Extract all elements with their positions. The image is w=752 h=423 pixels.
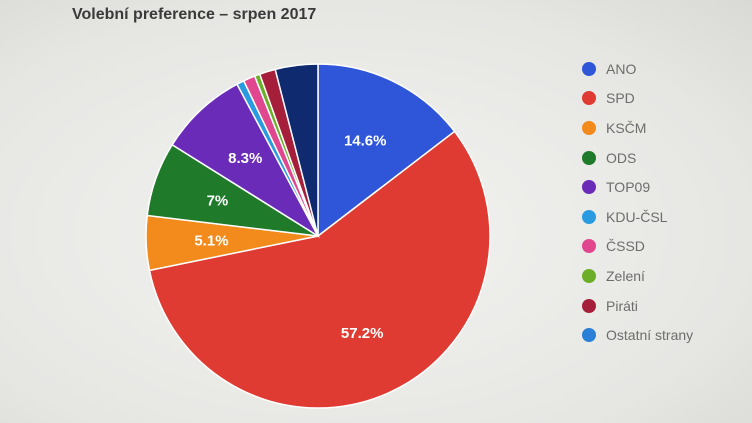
chart-title: Volební preference – srpen 2017 [72, 6, 317, 23]
slice-data-label: 8.3% [228, 150, 262, 167]
legend-marker-icon [582, 150, 596, 165]
legend-item-spd[interactable]: SPD [582, 84, 693, 114]
legend-label: SPD [606, 90, 635, 107]
legend-marker-icon [582, 328, 596, 343]
legend-marker-icon [582, 61, 596, 76]
legend-item-kscm[interactable]: KSČM [582, 113, 693, 143]
legend-item-top09[interactable]: TOP09 [582, 172, 693, 202]
legend-marker-icon [582, 298, 596, 313]
legend-marker-icon [582, 209, 596, 224]
legend-marker-icon [582, 180, 596, 195]
slice-data-label: 57.2% [341, 325, 384, 342]
legend-label: Piráti [606, 297, 638, 314]
legend-label: ANO [606, 60, 637, 77]
slice-data-label: 7% [207, 193, 229, 210]
legend-label: KDU-ČSL [606, 208, 668, 225]
legend-item-ano[interactable]: ANO [582, 54, 693, 84]
legend-item-cssd[interactable]: ČSSD [582, 232, 693, 262]
legend-label: ČSSD [606, 238, 645, 255]
pie-slice-top09[interactable] [171, 83, 320, 239]
chart-legend: ANO SPD KSČM ODS TOP09 KDU-ČSL ČSSD Zel [582, 54, 693, 350]
legend-item-zeleni[interactable]: Zelení [582, 261, 693, 291]
legend-label: ODS [606, 149, 637, 166]
pie-slice-ano[interactable] [317, 63, 456, 238]
legend-marker-icon [582, 91, 596, 106]
pie-slice-spd[interactable] [148, 130, 491, 409]
slice-data-label: 14.6% [344, 132, 387, 149]
legend-marker-icon [582, 268, 596, 283]
legend-label: Zelení [606, 267, 645, 284]
legend-label: KSČM [606, 119, 647, 136]
slice-data-label: 5.1% [194, 232, 228, 249]
legend-label: TOP09 [606, 179, 651, 196]
pie-slice-ostatn-strany[interactable] [274, 63, 319, 237]
legend-marker-icon [582, 120, 596, 135]
legend-item-ostatni-strany[interactable]: Ostatní strany [582, 320, 693, 350]
legend-item-ods[interactable]: ODS [582, 143, 693, 173]
legend-item-pirati[interactable]: Piráti [582, 291, 693, 321]
legend-item-kdu-csl[interactable]: KDU-ČSL [582, 202, 693, 232]
legend-label: Ostatní strany [606, 327, 694, 344]
legend-marker-icon [582, 239, 596, 254]
